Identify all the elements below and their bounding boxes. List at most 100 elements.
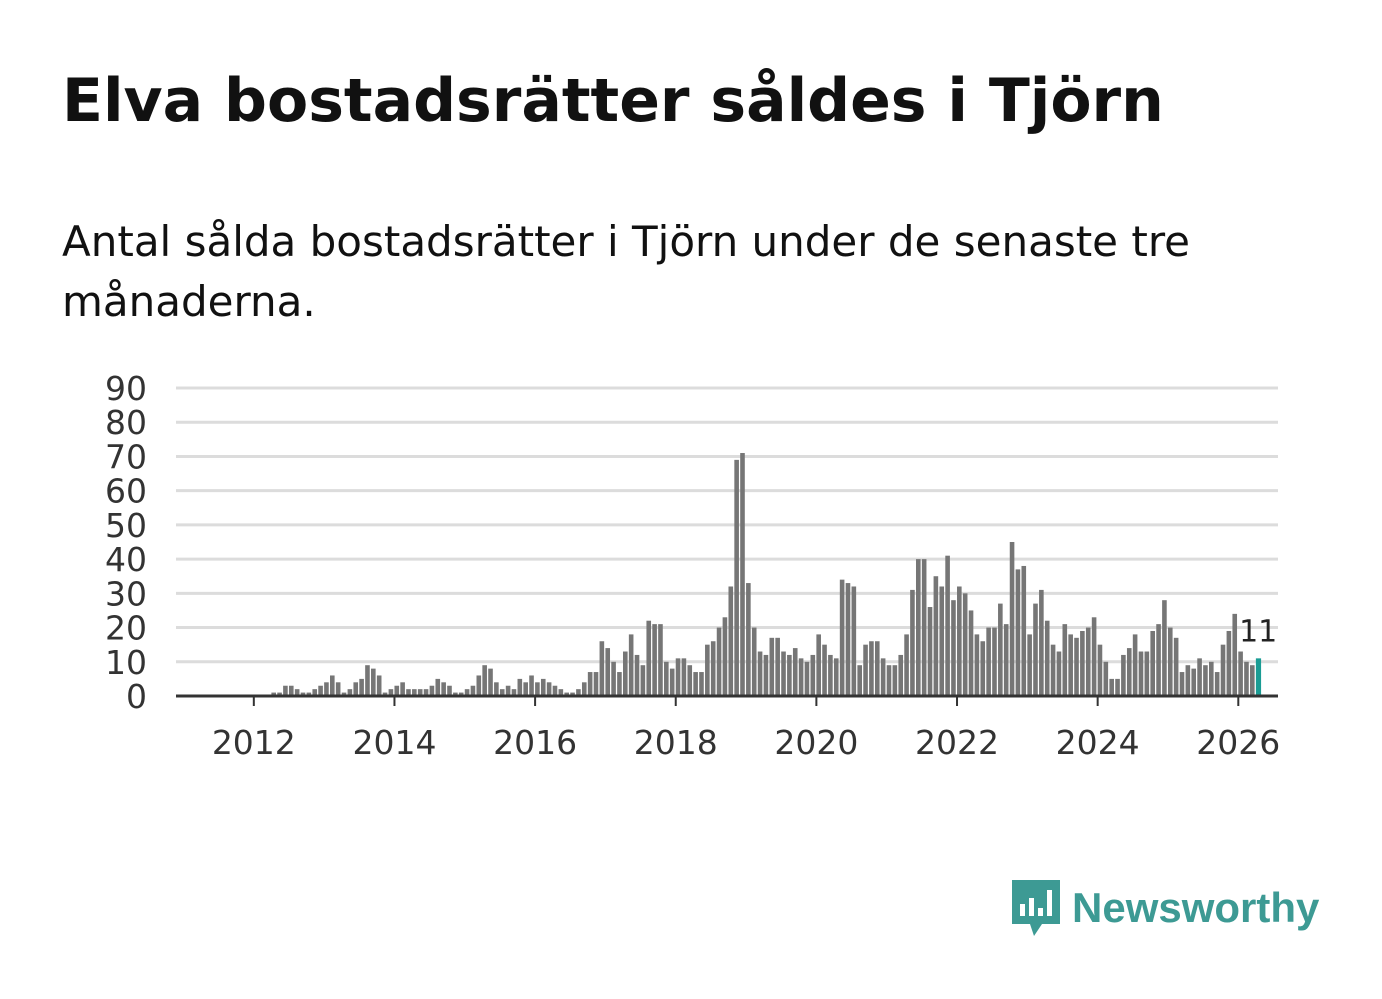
bar xyxy=(816,634,821,696)
x-tick-label: 2014 xyxy=(352,723,436,762)
bar xyxy=(687,665,693,696)
x-tick-label: 2018 xyxy=(634,723,718,762)
bar xyxy=(312,689,318,696)
bar xyxy=(535,682,540,696)
bar xyxy=(746,583,751,696)
bar xyxy=(863,644,868,696)
bar xyxy=(371,668,376,696)
bar xyxy=(306,692,312,696)
y-tick-label: 10 xyxy=(105,643,147,682)
y-tick-label: 50 xyxy=(105,506,147,545)
bar xyxy=(628,634,634,696)
bar xyxy=(722,617,728,696)
y-tick-label: 70 xyxy=(105,437,147,476)
bar xyxy=(552,685,558,696)
bar xyxy=(1126,648,1132,696)
bar xyxy=(728,586,734,696)
bar xyxy=(341,692,347,696)
bar xyxy=(833,658,839,696)
bar xyxy=(458,692,464,696)
bar xyxy=(1080,630,1085,696)
bar xyxy=(640,665,646,696)
y-tick-label: 90 xyxy=(105,370,147,408)
bar xyxy=(605,648,611,696)
bar xyxy=(921,559,927,696)
bar xyxy=(1121,654,1126,696)
bar xyxy=(986,627,991,696)
bar xyxy=(1232,613,1238,696)
bar xyxy=(394,685,400,696)
bar xyxy=(757,651,763,696)
bar xyxy=(453,692,458,696)
bar xyxy=(382,692,388,696)
bar xyxy=(1050,644,1056,696)
y-tick-label: 40 xyxy=(105,540,147,579)
bar xyxy=(1068,634,1073,696)
bar xyxy=(1027,634,1032,696)
x-tick-label: 2020 xyxy=(774,723,858,762)
bar xyxy=(851,586,857,696)
bar xyxy=(769,637,775,696)
x-tick-label: 2012 xyxy=(212,723,296,762)
bar xyxy=(992,627,997,696)
bar xyxy=(916,559,921,696)
bar xyxy=(1056,651,1062,696)
bar xyxy=(1085,627,1091,696)
bar xyxy=(710,641,716,696)
bar xyxy=(939,586,945,696)
y-tick-label: 60 xyxy=(105,472,147,511)
bar xyxy=(423,689,429,696)
bar xyxy=(734,459,739,696)
bar xyxy=(558,689,564,696)
bar xyxy=(792,648,798,696)
newsworthy-logo: Newsworthy xyxy=(1010,878,1319,938)
bar xyxy=(1238,651,1243,696)
bar xyxy=(669,668,675,696)
bar xyxy=(1074,637,1079,696)
bar-latest xyxy=(1255,658,1262,696)
bar xyxy=(675,658,681,696)
bar xyxy=(511,689,517,696)
bar xyxy=(751,627,757,696)
bar xyxy=(1003,624,1009,696)
bar xyxy=(1209,661,1214,696)
brand-name: Newsworthy xyxy=(1072,884,1320,931)
bar xyxy=(330,675,335,696)
bar xyxy=(945,555,950,696)
x-tick-label: 2022 xyxy=(915,723,999,762)
x-tick-label: 2024 xyxy=(1056,723,1140,762)
bar xyxy=(288,685,294,696)
chart-title: Elva bostadsrätter såldes i Tjörn xyxy=(62,66,1164,136)
bar xyxy=(529,675,534,696)
bar xyxy=(874,641,880,696)
bar xyxy=(880,658,886,696)
bar xyxy=(412,689,417,696)
bar xyxy=(1162,600,1167,696)
bar xyxy=(476,675,482,696)
bar xyxy=(587,672,593,696)
chart-subtitle: Antal sålda bostadsrätter i Tjörn under … xyxy=(62,217,1191,326)
bar xyxy=(353,682,359,696)
bar xyxy=(904,634,909,696)
y-tick-label: 80 xyxy=(105,403,147,442)
bar xyxy=(1115,678,1120,696)
bar xyxy=(1062,624,1068,696)
bar xyxy=(400,682,405,696)
bar xyxy=(611,661,616,696)
x-axis-ticks: 2012 2014 2016 2018 2020 2022 2024 2026 xyxy=(212,696,1280,762)
bar xyxy=(1220,644,1226,696)
x-tick-label: 2026 xyxy=(1196,723,1280,762)
bar xyxy=(617,672,622,696)
bar xyxy=(546,682,552,696)
bar xyxy=(652,624,657,696)
bar xyxy=(658,624,663,696)
bar xyxy=(523,682,528,696)
bar xyxy=(1167,627,1173,696)
bar xyxy=(576,689,581,696)
bar xyxy=(335,682,341,696)
bar xyxy=(1138,651,1144,696)
bar xyxy=(300,692,306,696)
bar xyxy=(581,682,587,696)
bar xyxy=(1144,651,1150,696)
